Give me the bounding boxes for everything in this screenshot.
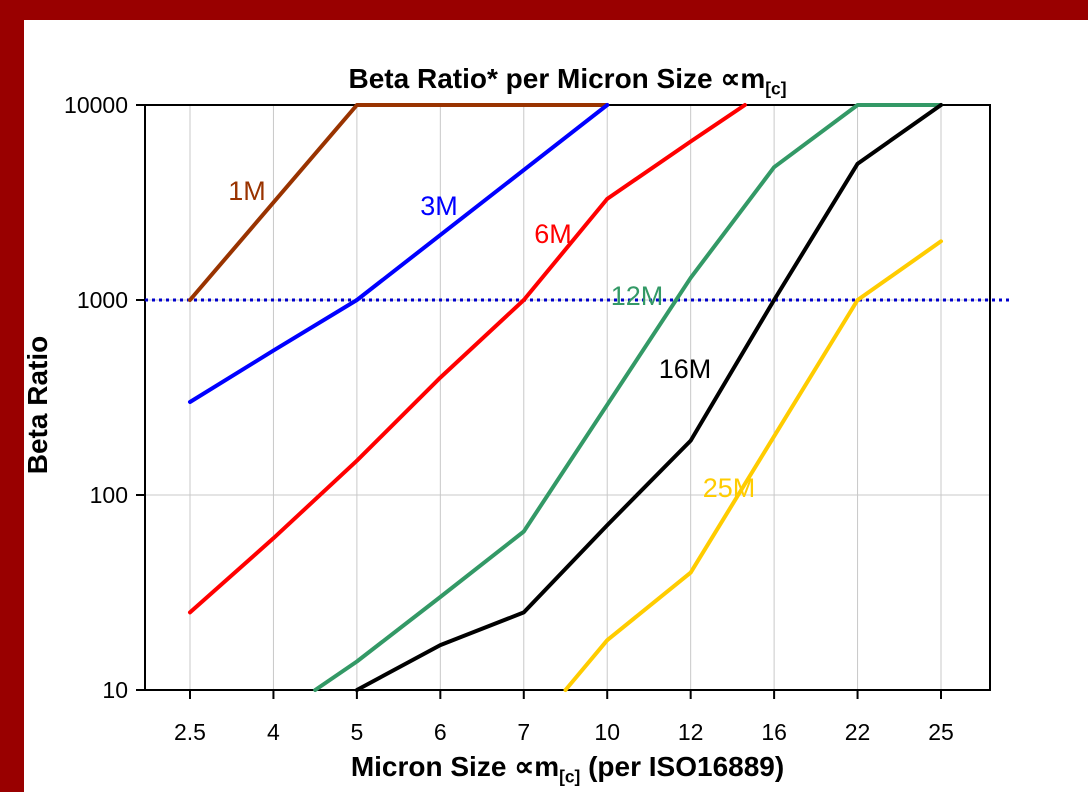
- series-line-16M: [354, 103, 943, 692]
- series-line-25M: [563, 239, 943, 692]
- micron-subscript: [c]: [559, 766, 581, 787]
- series-line-1M: [188, 103, 610, 302]
- x-tick-label: 10: [594, 719, 620, 745]
- x-axis-title: Micron Size ∝m[c] (per ISO16889): [145, 750, 990, 788]
- series-line-12M: [313, 103, 943, 692]
- y-axis-title: Beta Ratio: [22, 335, 53, 475]
- series-line-3M: [188, 103, 610, 404]
- series-line-6M: [188, 103, 747, 615]
- x-tick-label: 16: [761, 719, 787, 745]
- y-tick-label: 10: [102, 677, 128, 703]
- series-label-1M: 1M: [228, 176, 266, 206]
- y-tick-label: 10000: [64, 92, 128, 118]
- x-tick-label: 7: [517, 719, 530, 745]
- x-axis-title-suffix: (per ISO16889): [580, 751, 785, 782]
- left-border-bar: [0, 0, 24, 792]
- x-tick-label: 5: [350, 719, 363, 745]
- chart-title-text: Beta Ratio* per Micron Size: [348, 63, 721, 94]
- series-label-12M: 12M: [611, 281, 664, 311]
- plot-border: [144, 104, 991, 691]
- x-tick-label: 12: [678, 719, 704, 745]
- micron-subscript: [c]: [765, 78, 787, 99]
- micron-symbol: ∝m: [720, 63, 766, 94]
- x-tick-label: 22: [845, 719, 871, 745]
- x-tick-label: 4: [267, 719, 280, 745]
- series-label-25M: 25M: [703, 473, 756, 503]
- series-label-6M: 6M: [534, 219, 572, 249]
- x-tick-label: 2.5: [174, 719, 206, 745]
- series-label-16M: 16M: [659, 354, 712, 384]
- top-border-bar: [0, 0, 1088, 20]
- x-tick-label: 6: [434, 719, 447, 745]
- micron-symbol: ∝m: [514, 751, 560, 782]
- x-axis-title-text: Micron Size: [350, 751, 515, 782]
- x-tick-label: 25: [928, 719, 954, 745]
- series-label-3M: 3M: [420, 191, 458, 221]
- y-tick-label: 100: [90, 482, 128, 508]
- y-tick-label: 1000: [77, 287, 128, 313]
- chart-title: Beta Ratio* per Micron Size ∝m[c]: [145, 62, 990, 100]
